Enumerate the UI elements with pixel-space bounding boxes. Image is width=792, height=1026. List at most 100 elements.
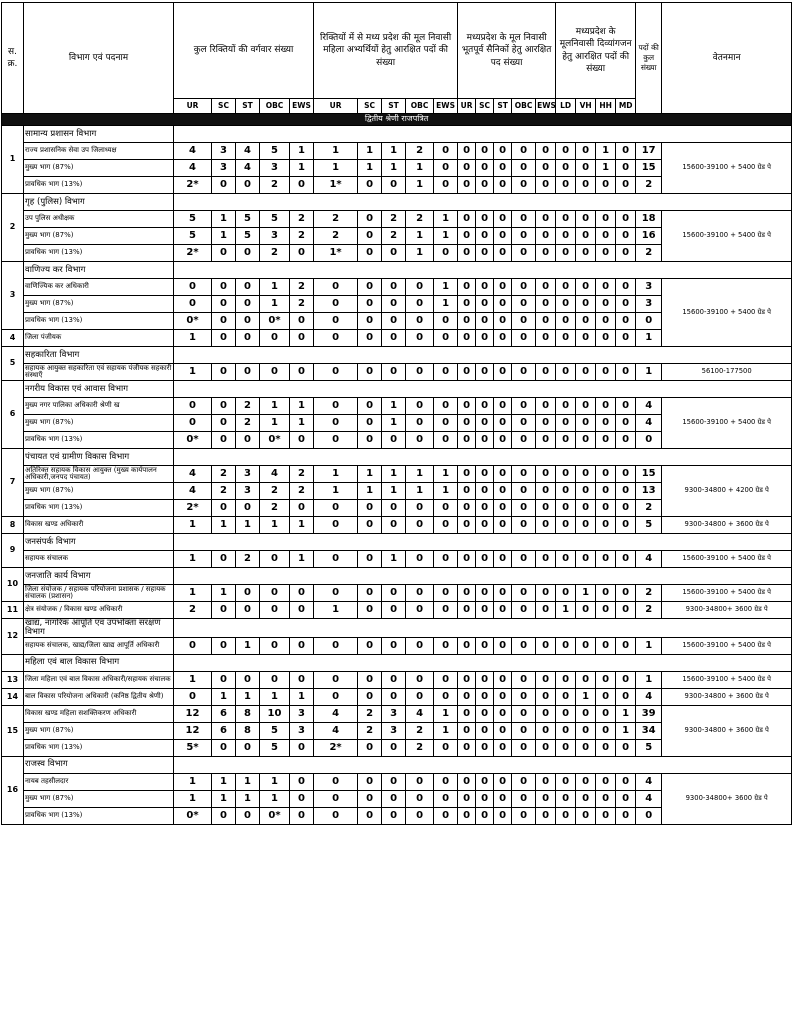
post-row: 11 क्षेत्र संयोजक / विकास खण्ड अधिकारी 2 0 0… xyxy=(1,601,792,619)
serial-number: 13 xyxy=(1,670,24,689)
count-cell: 0 xyxy=(493,670,513,689)
count-cell: 0 xyxy=(493,176,513,194)
total-cell: 4 xyxy=(635,550,663,568)
count-cell: 0 xyxy=(313,789,359,808)
count-cell: 0 xyxy=(615,329,637,347)
count-cell: 2 xyxy=(235,397,260,415)
count-cell: 0 xyxy=(493,772,513,791)
count-cell: 3 xyxy=(288,704,315,723)
count-cell: 2* xyxy=(173,244,212,262)
count-cell: 0 xyxy=(433,414,459,432)
sub-header: EWS xyxy=(535,98,557,114)
count-cell: 0 xyxy=(475,584,495,602)
count-cell: 1 xyxy=(211,227,236,245)
pay-scale: 15600-39100 + 5400 ग्रेड पे xyxy=(661,670,792,689)
sub-header: OBC xyxy=(511,98,537,114)
total-cell: 2 xyxy=(635,601,663,619)
department-spacer xyxy=(172,567,792,585)
count-cell: 0 xyxy=(457,363,477,381)
count-cell: 1 xyxy=(381,397,407,415)
post-row: प्रावधिक भाग (13%) 0* 0 0 0* 0 0 0 0 0 0 0 0 0 0 0 0 0 0 0 0 xyxy=(2,806,792,825)
total-cell: 34 xyxy=(635,721,663,740)
count-cell: 0 xyxy=(211,806,236,825)
header-sno: स. क्र. xyxy=(1,2,24,114)
department-spacer xyxy=(172,380,792,398)
total-cell: 4 xyxy=(635,772,663,791)
count-cell: 0 xyxy=(457,159,477,177)
count-cell: 0 xyxy=(288,431,315,449)
count-cell: 0 xyxy=(357,584,383,602)
count-cell: 0 xyxy=(535,159,557,177)
count-cell: 0 xyxy=(595,772,617,791)
department-spacer xyxy=(172,125,792,143)
post-row: मुख्य भाग (87%) 0 0 2 1 1 0 0 1 0 0 0 0 0 0 0 0 0 0 0 4 xyxy=(2,414,792,432)
pay-scale: 9300-34800 + 3600 ग्रेड पे xyxy=(661,687,792,706)
count-cell: 2 xyxy=(405,142,435,160)
count-cell: 0 xyxy=(555,159,577,177)
count-cell: 2 xyxy=(259,244,290,262)
count-cell: 0 xyxy=(493,465,513,483)
count-cell: 0 xyxy=(381,312,407,330)
serial-number: 11 xyxy=(1,601,24,619)
count-cell: 0 xyxy=(381,601,407,619)
count-cell: 0 xyxy=(511,278,537,296)
count-cell: 0 xyxy=(615,772,637,791)
count-cell: 0 xyxy=(511,244,537,262)
count-cell: 0 xyxy=(211,176,236,194)
department-name: महिला एवं बाल विकास विभाग xyxy=(23,653,174,672)
count-cell: 0 xyxy=(535,601,557,619)
count-cell: 0 xyxy=(595,312,617,330)
serial-number: 15 xyxy=(1,704,24,757)
post-name: सहायक संचालक, खाद्य/जिला खाद्य आपूर्ति अ… xyxy=(23,636,174,655)
count-cell: 1 xyxy=(433,465,459,483)
count-cell: 0 xyxy=(511,499,537,517)
count-cell: 0 xyxy=(595,329,617,347)
count-cell: 0 xyxy=(615,414,637,432)
total-cell: 4 xyxy=(635,789,663,808)
count-cell: 0 xyxy=(211,499,236,517)
count-cell: 0 xyxy=(493,278,513,296)
count-cell: 1 xyxy=(173,363,212,381)
count-cell: 1 xyxy=(405,227,435,245)
count-cell: 0 xyxy=(475,431,495,449)
count-cell: 1 xyxy=(381,414,407,432)
post-name: सहायक संचालक xyxy=(23,550,174,568)
count-cell: 0 xyxy=(405,789,435,808)
department-row: 1 सामान्य प्रशासन विभाग xyxy=(1,125,792,194)
count-cell: 0 xyxy=(457,636,477,655)
count-cell: 0 xyxy=(288,312,315,330)
count-cell: 0 xyxy=(511,670,537,689)
count-cell: 1 xyxy=(433,278,459,296)
count-cell: 0 xyxy=(475,721,495,740)
sub-header: EWS xyxy=(433,98,459,114)
count-cell: 0 xyxy=(575,721,597,740)
count-cell: 2 xyxy=(235,414,260,432)
count-cell: 0 xyxy=(405,550,435,568)
count-cell: 0 xyxy=(433,789,459,808)
count-cell: 0 xyxy=(493,227,513,245)
count-cell: 0 xyxy=(595,601,617,619)
count-cell: 0* xyxy=(173,806,212,825)
count-cell: 0 xyxy=(615,550,637,568)
count-cell: 0 xyxy=(457,295,477,313)
count-cell: 1 xyxy=(313,601,359,619)
count-cell: 0 xyxy=(211,278,236,296)
count-cell: 0 xyxy=(357,363,383,381)
count-cell: 5 xyxy=(173,227,212,245)
count-cell: 0 xyxy=(575,329,597,347)
sub-header: MD xyxy=(615,98,637,114)
sub-header: LD xyxy=(555,98,577,114)
header-disabled: मध्यप्रदेश के मूलनिवासी दिव्यांगजन हेतु … xyxy=(555,2,637,99)
count-cell: 0 xyxy=(493,687,513,706)
count-cell: 0 xyxy=(235,312,260,330)
count-cell: 0 xyxy=(313,414,359,432)
count-cell: 1 xyxy=(211,789,236,808)
count-cell: 1 xyxy=(288,397,315,415)
count-cell: 0 xyxy=(211,431,236,449)
count-cell: 0 xyxy=(475,176,495,194)
count-cell: 3 xyxy=(235,482,260,500)
count-cell: 0 xyxy=(211,295,236,313)
post-row: प्रावधिक भाग (13%) 2* 0 0 2 0 1* 0 0 1 0 0 0 0 0 0 0 0 0 0 2 xyxy=(2,244,792,262)
count-cell: 0 xyxy=(313,806,359,825)
total-cell: 5 xyxy=(635,738,663,757)
